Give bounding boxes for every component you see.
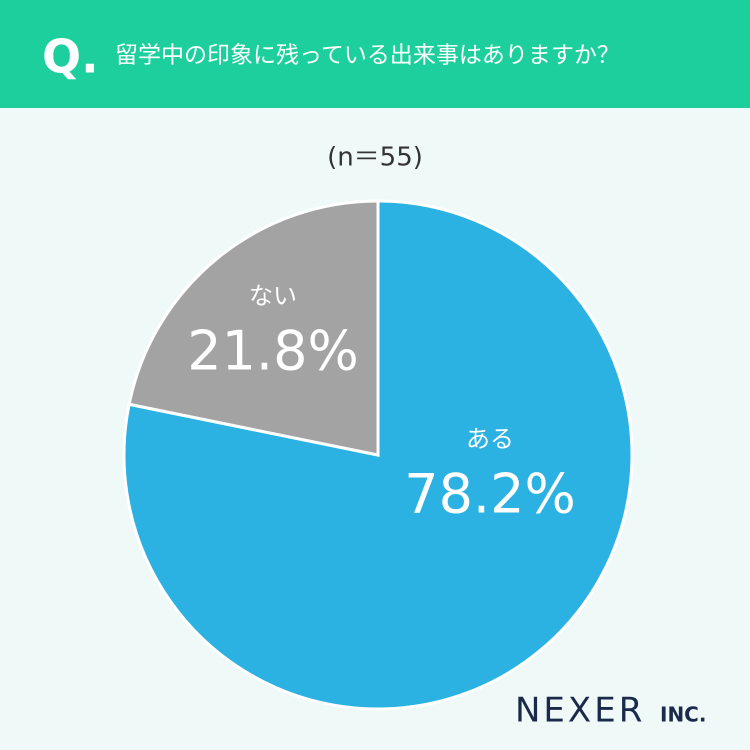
header-marker: Q. xyxy=(42,30,99,84)
slice-category: ある xyxy=(466,425,514,453)
slice-value-label: 21.8% xyxy=(187,320,359,383)
logo: NEXER xyxy=(515,691,645,731)
slice-category: ない xyxy=(249,282,297,310)
slice-value-label: 78.2% xyxy=(404,463,576,526)
header-bar xyxy=(0,0,750,108)
subtitle: (n＝55) xyxy=(327,143,423,173)
pie-slice xyxy=(127,199,380,457)
chart-title: 留学中の印象に残っている出来事はありますか？ xyxy=(115,43,620,69)
logo-suffix: INC. xyxy=(660,703,706,727)
